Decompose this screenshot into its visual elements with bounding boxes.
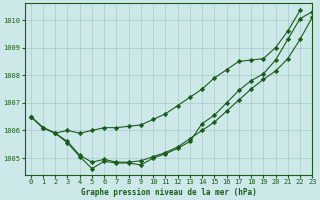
X-axis label: Graphe pression niveau de la mer (hPa): Graphe pression niveau de la mer (hPa): [81, 188, 256, 197]
